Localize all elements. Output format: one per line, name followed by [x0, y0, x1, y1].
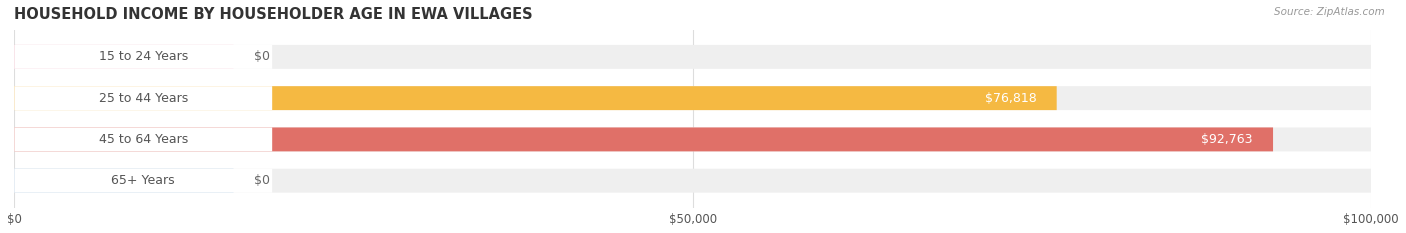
Text: 15 to 24 Years: 15 to 24 Years [98, 50, 188, 63]
FancyBboxPatch shape [14, 169, 1371, 193]
Text: 45 to 64 Years: 45 to 64 Years [98, 133, 188, 146]
FancyBboxPatch shape [14, 127, 1371, 151]
FancyBboxPatch shape [14, 86, 273, 110]
FancyBboxPatch shape [14, 169, 233, 193]
FancyBboxPatch shape [14, 45, 233, 69]
FancyBboxPatch shape [14, 45, 273, 69]
FancyBboxPatch shape [14, 169, 273, 193]
Text: 65+ Years: 65+ Years [111, 174, 176, 187]
Text: HOUSEHOLD INCOME BY HOUSEHOLDER AGE IN EWA VILLAGES: HOUSEHOLD INCOME BY HOUSEHOLDER AGE IN E… [14, 7, 533, 22]
Text: 25 to 44 Years: 25 to 44 Years [98, 92, 188, 105]
FancyBboxPatch shape [14, 45, 1371, 69]
FancyBboxPatch shape [14, 86, 1371, 110]
Text: $0: $0 [254, 174, 270, 187]
Text: $92,763: $92,763 [1201, 133, 1253, 146]
Text: $76,818: $76,818 [984, 92, 1036, 105]
Text: $0: $0 [254, 50, 270, 63]
FancyBboxPatch shape [14, 127, 1272, 151]
FancyBboxPatch shape [14, 86, 1057, 110]
Text: Source: ZipAtlas.com: Source: ZipAtlas.com [1274, 7, 1385, 17]
FancyBboxPatch shape [14, 127, 273, 151]
